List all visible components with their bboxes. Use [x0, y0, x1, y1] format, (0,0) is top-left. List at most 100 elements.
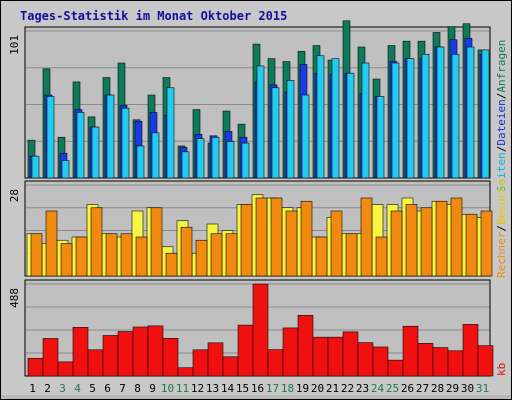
x-tick-day-23: 23: [356, 382, 369, 395]
bar-kb-day-7: [117, 331, 134, 377]
legend-anfragen: Anfragen: [495, 40, 508, 93]
bar-rechner-day-1: [30, 233, 43, 277]
bar-seiten-day-13: [211, 136, 220, 179]
bar-rechner-day-21: [330, 210, 343, 277]
bar-seiten-day-3: [61, 160, 70, 179]
bar-seiten-day-31: [481, 49, 490, 179]
x-tick-day-25: 25: [386, 382, 399, 395]
legend-besuche: Besuche: [495, 179, 508, 225]
bar-seiten-day-16: [256, 65, 265, 179]
bar-rechner-day-12: [195, 239, 208, 277]
bar-rechner-day-17: [270, 197, 283, 277]
bar-rechner-day-9: [150, 207, 163, 277]
x-tick-day-26: 26: [401, 382, 414, 395]
bar-rechner-day-30: [465, 213, 478, 277]
bar-kb-day-1: [27, 357, 44, 377]
bar-kb-day-9: [147, 325, 164, 377]
bar-seiten-day-18: [286, 80, 295, 179]
bar-kb-day-4: [72, 327, 89, 377]
legend-top: Seiten/Dateien/Anfragen: [495, 40, 508, 192]
x-tick-day-30: 30: [461, 382, 474, 395]
x-tick-day-29: 29: [446, 382, 459, 395]
bar-rechner-day-25: [390, 210, 403, 277]
bar-rechner-day-26: [405, 204, 418, 277]
bar-rechner-day-4: [75, 236, 88, 277]
legend-mid: Rechner/Besuche: [495, 179, 508, 278]
bar-kb-day-18: [282, 327, 299, 377]
bar-seiten-day-17: [271, 87, 280, 179]
bar-rechner-day-18: [285, 210, 298, 277]
bar-rechner-day-7: [120, 233, 133, 277]
bar-seiten-day-4: [76, 112, 85, 179]
x-tick-day-5: 5: [89, 382, 96, 395]
x-tick-day-3: 3: [59, 382, 66, 395]
bar-kb-day-26: [402, 325, 419, 377]
bar-rechner-day-31: [480, 210, 493, 277]
bar-rechner-day-22: [345, 233, 358, 277]
bar-seiten-day-6: [106, 94, 115, 179]
bar-rechner-day-23: [360, 197, 373, 277]
bar-rechner-day-27: [420, 207, 433, 277]
x-tick-day-31: 31: [476, 382, 489, 395]
legend-kb: kb: [495, 363, 508, 376]
bar-seiten-day-1: [31, 155, 40, 179]
scale-label-top: 101: [8, 35, 21, 55]
bar-rechner-day-19: [300, 200, 313, 277]
bar-kb-day-23: [357, 342, 374, 377]
bar-rechner-day-8: [135, 236, 148, 277]
bar-rechner-day-29: [450, 197, 463, 277]
bar-seiten-day-26: [406, 58, 415, 179]
bar-kb-day-22: [342, 331, 359, 377]
x-tick-day-16: 16: [251, 382, 264, 395]
bar-seiten-day-22: [346, 72, 355, 179]
bar-kb-day-14: [222, 356, 239, 377]
legend-sep: /: [495, 225, 508, 232]
bar-seiten-day-9: [151, 132, 160, 179]
x-tick-day-14: 14: [221, 382, 235, 395]
x-tick-day-22: 22: [341, 382, 354, 395]
bar-seiten-day-29: [451, 53, 460, 179]
x-tick-day-13: 13: [206, 382, 219, 395]
bar-kb-day-31: [477, 345, 494, 377]
panel-bot: 488: [8, 279, 494, 377]
scale-label-mid: 28: [8, 189, 21, 202]
bar-seiten-day-7: [121, 107, 130, 179]
legend-seiten: Seiten: [495, 152, 508, 192]
scale-label-bot: 488: [8, 288, 21, 308]
x-tick-day-18: 18: [281, 382, 294, 395]
x-tick-day-6: 6: [104, 382, 111, 395]
x-tick-day-2: 2: [44, 382, 51, 395]
x-tick-day-9: 9: [149, 382, 156, 395]
bar-rechner-day-13: [210, 233, 223, 277]
bar-rechner-day-2: [45, 210, 58, 277]
bar-kb-day-11: [177, 367, 194, 377]
bar-kb-day-25: [387, 359, 404, 377]
bar-seiten-day-23: [361, 62, 370, 179]
bar-rechner-day-24: [375, 236, 388, 277]
bar-rechner-day-5: [90, 207, 103, 277]
chart-title: Tages-Statistik im Monat Oktober 2015: [20, 9, 287, 23]
bar-seiten-day-30: [466, 46, 475, 179]
x-tick-day-11: 11: [176, 382, 189, 395]
bar-kb-day-12: [192, 349, 209, 377]
bar-rechner-day-10: [165, 252, 178, 277]
legend-bot: kb: [495, 363, 508, 376]
bar-kb-day-6: [102, 335, 119, 377]
x-tick-day-7: 7: [119, 382, 126, 395]
bar-seiten-day-5: [91, 126, 100, 179]
bar-seiten-day-12: [196, 138, 205, 179]
panel-mid: 28: [8, 180, 493, 277]
bar-seiten-day-28: [436, 46, 445, 179]
bar-kb-day-30: [462, 324, 479, 377]
bar-seiten-day-14: [226, 141, 235, 179]
bar-seiten-day-24: [376, 96, 385, 179]
x-tick-day-12: 12: [191, 382, 204, 395]
bar-kb-day-13: [207, 342, 224, 377]
x-tick-day-27: 27: [416, 382, 429, 395]
chart-bottom-shade: [1, 395, 511, 399]
x-tick-day-1: 1: [29, 382, 36, 395]
bar-rechner-day-15: [240, 204, 253, 277]
bar-seiten-day-25: [391, 62, 400, 179]
x-tick-day-8: 8: [134, 382, 141, 395]
